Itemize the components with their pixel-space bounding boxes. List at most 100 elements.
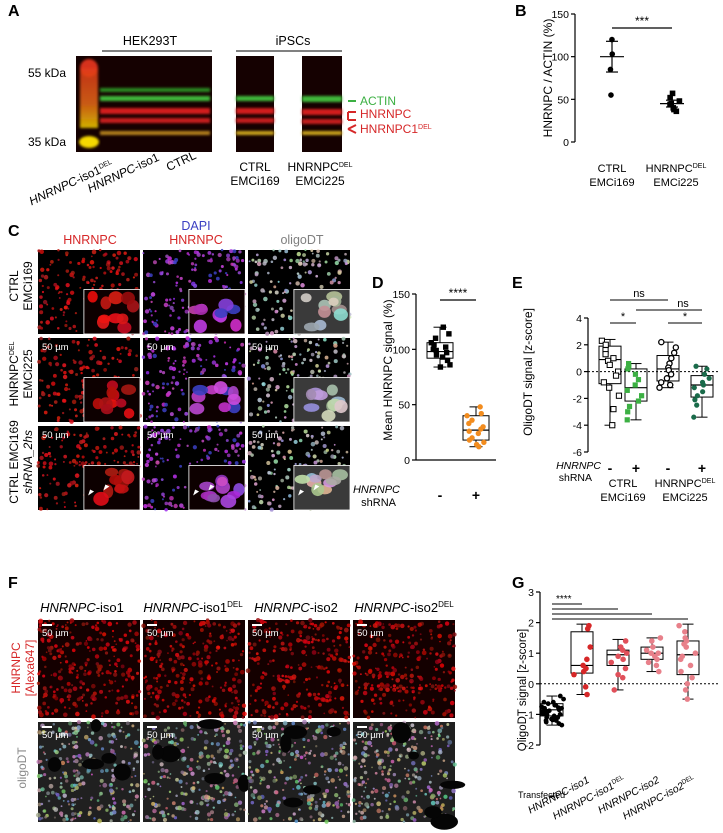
cell-nucleus xyxy=(269,280,273,284)
cell-signal xyxy=(72,755,76,759)
cell-signal xyxy=(74,773,79,778)
cell-signal xyxy=(429,683,431,685)
cell-signal xyxy=(341,814,346,819)
cell-nucleus xyxy=(252,440,256,443)
cell-signal xyxy=(235,785,240,789)
data-point xyxy=(598,337,605,344)
cell-signal xyxy=(430,737,433,741)
cell-signal xyxy=(172,668,175,672)
cell-nucleus xyxy=(102,437,106,441)
cell-signal xyxy=(363,797,366,800)
cell-nucleus xyxy=(326,430,331,435)
cell-signal xyxy=(303,681,306,684)
cell-nucleus xyxy=(91,449,94,452)
cell-signal xyxy=(302,719,307,725)
cell-nucleus xyxy=(116,461,120,464)
cell-signal xyxy=(394,748,399,752)
cell-signal xyxy=(219,686,223,689)
cell-nucleus xyxy=(269,331,275,336)
cell-nucleus xyxy=(165,298,169,302)
cell-signal xyxy=(300,775,304,779)
cell-nucleus xyxy=(239,431,243,435)
cell-signal xyxy=(409,673,414,678)
cell-signal xyxy=(186,765,190,768)
cell-signal xyxy=(309,749,313,753)
data-point xyxy=(561,696,566,702)
cell-nucleus xyxy=(145,380,150,386)
cell-signal xyxy=(415,794,418,797)
cell-signal xyxy=(255,768,260,773)
cell-signal xyxy=(418,729,424,735)
cell-nucleus xyxy=(41,451,45,455)
cell-signal xyxy=(222,794,225,797)
cell-nucleus xyxy=(65,269,70,273)
cell-nucleus xyxy=(111,451,115,455)
scale-bar-label: 50 µm xyxy=(252,430,279,441)
cell-signal xyxy=(203,731,208,735)
cell-nucleus xyxy=(216,424,220,428)
cell-signal xyxy=(210,754,214,758)
cell-signal xyxy=(279,647,282,650)
cell-signal xyxy=(204,697,210,702)
cell-signal xyxy=(135,783,140,788)
cell-signal xyxy=(169,773,172,775)
cell-signal xyxy=(300,715,305,720)
cell-signal xyxy=(116,696,121,701)
cell-nucleus xyxy=(52,477,56,481)
panel-g: G OligoDT signal [z-score] -2-10123**** … xyxy=(512,575,718,822)
cell-signal xyxy=(51,622,55,626)
cell-nucleus xyxy=(52,391,57,396)
cell-nucleus xyxy=(149,310,153,313)
cell-nucleus xyxy=(46,384,51,389)
cell-nucleus xyxy=(58,291,61,294)
cell-signal xyxy=(80,797,83,800)
cell-signal xyxy=(422,709,428,715)
cell-nucleus xyxy=(194,263,198,267)
cell-nucleus xyxy=(42,465,46,469)
cell-nucleus xyxy=(200,458,204,462)
cell-signal xyxy=(316,626,321,631)
cell-signal xyxy=(144,654,147,658)
cell-signal xyxy=(359,783,364,787)
cell-signal xyxy=(444,686,447,689)
cell-signal xyxy=(41,817,44,820)
cell-signal xyxy=(122,803,127,807)
cell-signal xyxy=(368,668,373,673)
cell-signal xyxy=(113,640,116,643)
cell-signal xyxy=(206,812,212,817)
cell-signal xyxy=(388,768,392,772)
cell-nucleus xyxy=(189,429,193,433)
cell-signal xyxy=(371,766,373,769)
cell-nucleus xyxy=(48,465,53,470)
cell-signal xyxy=(364,672,367,675)
cell-signal xyxy=(55,792,60,797)
cell-signal xyxy=(264,700,269,706)
cell-nucleus xyxy=(59,445,63,449)
data-point xyxy=(478,426,484,432)
cell-signal xyxy=(313,781,317,786)
cell-nucleus xyxy=(55,481,60,486)
cell-signal xyxy=(315,676,319,679)
cell-signal xyxy=(210,817,214,822)
cell-nucleus xyxy=(39,336,43,341)
cell-nucleus xyxy=(214,447,218,452)
cell-signal xyxy=(78,696,83,701)
cell-signal xyxy=(292,680,296,684)
cell-signal xyxy=(344,636,349,641)
cell-signal xyxy=(281,674,285,678)
data-point xyxy=(623,650,630,656)
cell-signal xyxy=(278,713,281,716)
cell-signal xyxy=(284,679,289,684)
cell-nucleus xyxy=(251,258,255,262)
cell-signal xyxy=(149,817,152,820)
cell-signal xyxy=(175,777,179,782)
cell-signal xyxy=(128,629,132,633)
cell-nucleus xyxy=(285,371,288,374)
cell-nucleus xyxy=(218,428,221,431)
panel-c-row1-label-a: CTRL xyxy=(7,270,21,302)
cell-nucleus xyxy=(241,258,245,263)
cell-signal xyxy=(437,794,440,797)
cell-signal xyxy=(405,754,410,759)
cell-signal xyxy=(131,789,135,793)
cell-signal xyxy=(205,790,208,793)
